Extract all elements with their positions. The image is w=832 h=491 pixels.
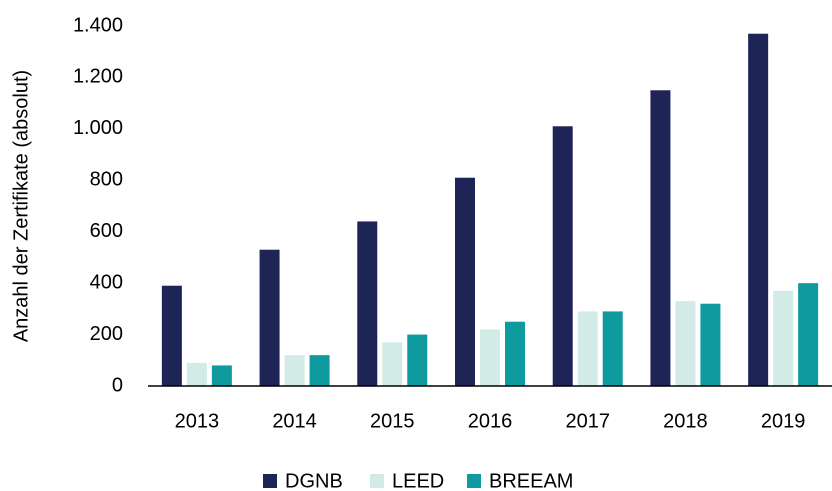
y-tick-label: 0	[112, 374, 123, 396]
bar	[748, 33, 769, 386]
bar	[700, 303, 721, 386]
bar	[284, 355, 305, 386]
bar	[773, 290, 794, 386]
legend-label: DGNB	[285, 470, 343, 491]
bar	[602, 311, 623, 386]
bar	[382, 342, 403, 386]
bar	[309, 355, 330, 386]
y-tick-label: 1.000	[73, 117, 123, 139]
legend-label: LEED	[392, 470, 444, 491]
x-tick-label: 2015	[370, 410, 415, 432]
y-tick-label: 600	[90, 220, 123, 242]
bar	[505, 321, 525, 386]
bar	[552, 126, 573, 387]
bar	[407, 334, 428, 386]
x-tick-label: 2013	[175, 410, 220, 432]
bar	[798, 283, 819, 386]
bar	[675, 301, 696, 386]
x-tick-label: 2019	[761, 410, 806, 432]
legend-swatch	[370, 474, 384, 488]
x-tick-label: 2018	[663, 410, 708, 432]
bar	[650, 90, 671, 387]
legend-swatch	[263, 474, 277, 488]
bar	[480, 329, 500, 386]
y-tick-label: 400	[90, 271, 123, 293]
legend-label: BREEAM	[489, 470, 573, 491]
bar	[577, 311, 598, 386]
y-axis-label: Anzahl der Zertifikate (absolut)	[10, 70, 32, 342]
x-tick-label: 2017	[565, 410, 610, 432]
y-tick-label: 1.400	[73, 14, 123, 36]
bar	[161, 285, 182, 386]
y-tick-label: 1.200	[73, 66, 123, 88]
y-tick-label: 800	[90, 169, 123, 191]
bar	[259, 249, 280, 386]
legend-swatch	[467, 474, 481, 488]
y-tick-label: 200	[90, 323, 123, 345]
bar	[186, 362, 207, 386]
x-tick-label: 2014	[272, 410, 317, 432]
bar	[211, 365, 232, 386]
bar	[357, 221, 378, 386]
bar	[455, 177, 475, 386]
x-tick-label: 2016	[468, 410, 513, 432]
